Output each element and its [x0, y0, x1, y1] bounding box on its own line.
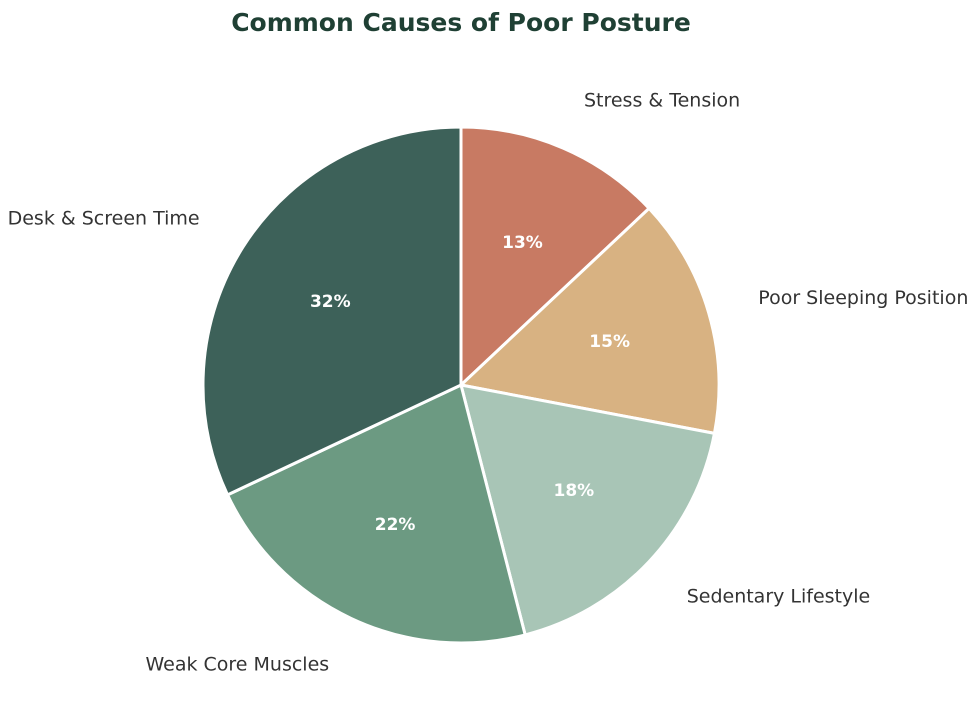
- category-label-poor-sleeping-position: Poor Sleeping Position: [758, 287, 968, 309]
- pie-slice-stress-tension: [459, 125, 652, 389]
- category-label-sedentary-lifestyle: Sedentary Lifestyle: [687, 585, 871, 607]
- pie-slice-desk-screen-time: [201, 125, 463, 497]
- pie-slices: [201, 125, 721, 645]
- percent-label-desk-screen-time: 32%: [310, 292, 351, 312]
- pie-slice-sedentary-lifestyle: [458, 383, 717, 637]
- percent-label-weak-core-muscles: 22%: [375, 515, 416, 535]
- pie-slice-poor-sleeping-position: [457, 206, 721, 436]
- percent-labels: 13% 15% 18% 22% 32%: [310, 233, 630, 535]
- category-label-stress-tension: Stress & Tension: [584, 89, 740, 111]
- percent-label-sedentary-lifestyle: 18%: [553, 481, 594, 501]
- percent-label-stress-tension: 13%: [502, 233, 543, 253]
- percent-label-poor-sleeping-position: 15%: [589, 332, 630, 352]
- pie-slice-weak-core-muscles: [225, 382, 527, 645]
- category-labels: Stress & Tension Poor Sleeping Position Se…: [8, 89, 969, 675]
- category-label-weak-core-muscles: Weak Core Muscles: [145, 654, 329, 676]
- category-label-desk-screen-time: Desk & Screen Time: [8, 208, 200, 230]
- chart-title: Common Causes of Poor Posture: [231, 8, 691, 37]
